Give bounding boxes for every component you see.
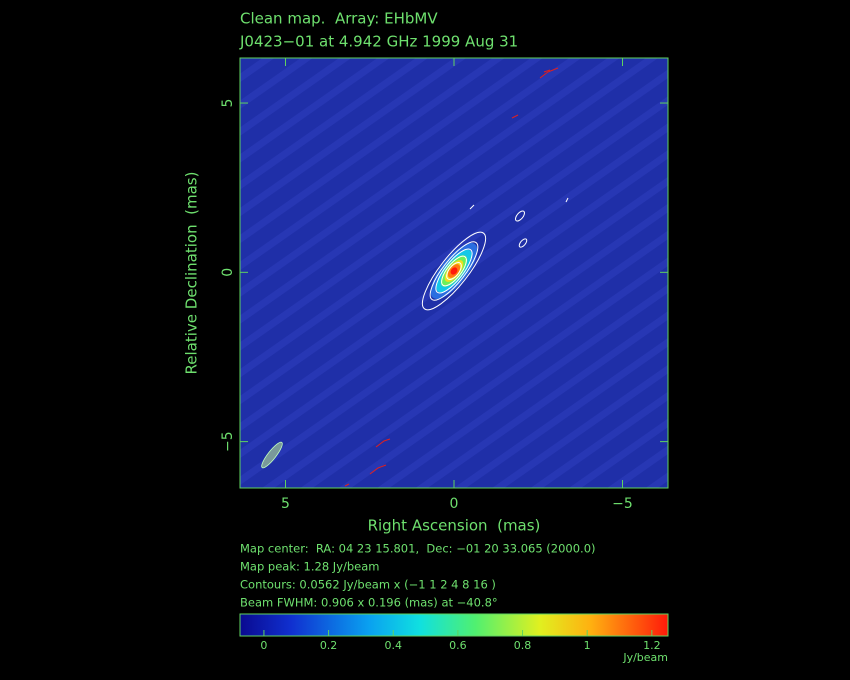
colorbar-tick-label: 0.2	[320, 639, 338, 652]
map-info: Map peak: 1.28 Jy/beam	[240, 560, 380, 574]
source	[421, 231, 487, 311]
colorbar-tick-label: 0.8	[514, 639, 532, 652]
map-info: Contours: 0.0562 Jy/beam x (−1 1 2 4 8 1…	[240, 578, 496, 592]
colorbar-tick-label: 1.2	[643, 639, 661, 652]
colorbar-tick-label: 0.4	[384, 639, 402, 652]
chart-title: Clean map. Array: EHbMV	[240, 10, 438, 28]
map-info: Beam FWHM: 0.906 x 0.196 (mas) at −40.8°	[240, 596, 498, 610]
contours	[344, 67, 569, 487]
colorbar-tick-label: 0	[260, 639, 267, 652]
x-axis-label: Right Ascension (mas)	[368, 517, 541, 535]
colorbar	[239, 613, 669, 637]
x-tick-label: 5	[281, 496, 290, 512]
chart-subtitle: J0423−01 at 4.942 GHz 1999 Aug 31	[239, 33, 518, 51]
y-tick-label: 5	[220, 99, 236, 108]
x-tick-label: −5	[612, 496, 633, 512]
colorbar-tick-label: 1	[584, 639, 591, 652]
map-info: Map center: RA: 04 23 15.801, Dec: −01 2…	[240, 542, 596, 556]
colorbar-tick-label: 0.6	[449, 639, 467, 652]
x-tick-label: 0	[450, 496, 459, 512]
y-tick-label: −5	[220, 431, 236, 452]
y-tick-label: 0	[220, 268, 236, 277]
beam	[261, 441, 283, 469]
y-axis-label: Relative Declination (mas)	[183, 172, 201, 375]
colorbar-label: Jy/beam	[622, 651, 668, 664]
